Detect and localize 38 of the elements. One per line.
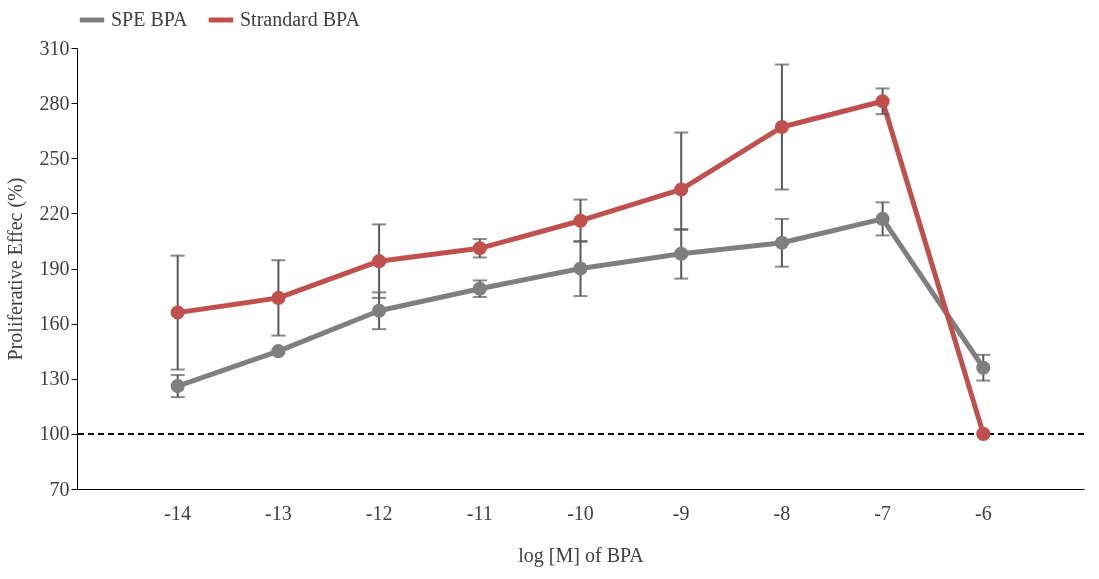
- point: [976, 360, 991, 375]
- y-tick-label: 190: [39, 257, 70, 279]
- x-tick-label: -14: [164, 501, 192, 524]
- y-axis-title: Proliferative Effec (%): [3, 177, 27, 361]
- y-tick-label: 310: [39, 36, 70, 59]
- point: [674, 246, 689, 261]
- y-tick-label: 280: [39, 91, 70, 114]
- point: [774, 119, 789, 135]
- legend-label: Strandard BPA: [240, 8, 361, 30]
- point: [271, 290, 286, 305]
- point: [170, 379, 185, 394]
- x-tick-label: -12: [365, 501, 393, 524]
- x-tick-label: -6: [974, 501, 992, 524]
- point: [875, 94, 890, 109]
- x-tick-label: -13: [265, 501, 292, 524]
- legend-label: SPE BPA: [111, 8, 189, 30]
- x-axis-title: log [M] of BPA: [518, 543, 645, 567]
- point: [271, 344, 286, 359]
- x-tick-label: -9: [672, 501, 690, 524]
- x-tick-label: -7: [874, 501, 891, 524]
- y-tick-label: 130: [39, 367, 70, 390]
- y-tick-label: 160: [39, 312, 70, 335]
- point: [573, 213, 588, 228]
- point: [573, 261, 588, 276]
- point: [674, 182, 689, 197]
- point: [372, 254, 387, 269]
- point: [774, 235, 789, 250]
- y-tick-label: 70: [49, 477, 70, 500]
- y-tick-label: 250: [39, 146, 70, 169]
- x-tick-label: -8: [773, 501, 791, 524]
- y-tick-label: 100: [39, 422, 70, 445]
- x-tick-label: -10: [567, 501, 594, 524]
- x-tick-label: -11: [466, 501, 493, 524]
- point: [170, 305, 185, 320]
- y-tick-label: 220: [39, 201, 70, 224]
- point: [372, 303, 387, 318]
- point: [976, 426, 991, 441]
- point: [875, 211, 890, 226]
